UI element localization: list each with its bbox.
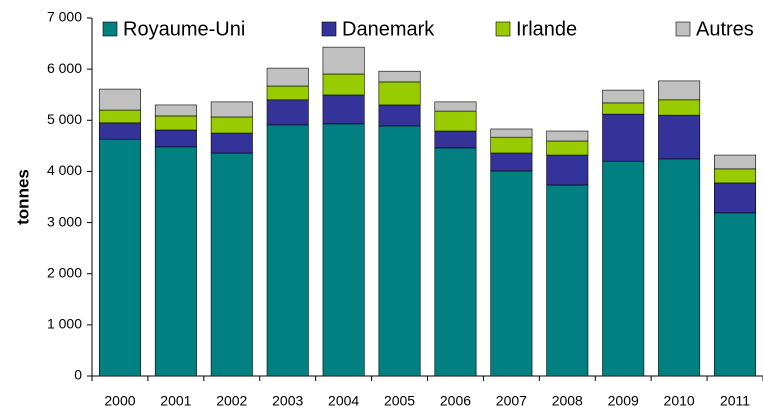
y-tick-label: 1 000 xyxy=(47,316,82,332)
bar-segment xyxy=(490,152,533,172)
legend-label: Danemark xyxy=(342,18,435,40)
bar-segment xyxy=(378,125,421,377)
bar-segment xyxy=(154,146,197,377)
x-tick-label: 2009 xyxy=(608,393,639,409)
bar-segment xyxy=(658,158,701,377)
y-tick-label: 5 000 xyxy=(47,111,82,127)
legend-swatch xyxy=(675,21,691,37)
x-tick-label: 2006 xyxy=(440,393,471,409)
bar-segment xyxy=(546,130,589,142)
bar-segment xyxy=(658,99,701,116)
legend-swatch xyxy=(495,21,511,37)
bar-segment xyxy=(98,88,141,111)
y-tick-label: 4 000 xyxy=(47,162,82,178)
bar-segment xyxy=(434,147,477,377)
bar-segment xyxy=(546,184,589,377)
x-tick-label: 2011 xyxy=(720,393,750,409)
bar-segment xyxy=(714,168,757,184)
bar-segment xyxy=(490,170,533,377)
bar-segment xyxy=(378,81,421,106)
y-axis-title: tonnes xyxy=(13,169,32,225)
y-tick-label: 7 000 xyxy=(47,9,82,25)
bar-segment xyxy=(602,160,645,377)
bar-segment xyxy=(602,113,645,162)
bar-segment xyxy=(154,129,197,148)
x-tick-label: 2003 xyxy=(272,393,303,409)
bar-segment xyxy=(154,115,197,131)
bar-segment xyxy=(546,140,589,156)
bar-segment xyxy=(322,46,365,75)
x-tick-label: 2005 xyxy=(384,393,415,409)
legend-swatch xyxy=(102,21,118,37)
bar-segment xyxy=(434,101,477,112)
x-tick-label: 2002 xyxy=(216,393,247,409)
bar-segment xyxy=(210,101,253,118)
bar-segment xyxy=(714,212,757,377)
bar-segment xyxy=(378,104,421,127)
bar-segment xyxy=(490,128,533,138)
y-tick-label: 2 000 xyxy=(47,264,82,280)
bar-segment xyxy=(266,67,309,87)
bar-segment xyxy=(266,124,309,377)
bar-segment xyxy=(714,182,757,214)
bar-segment xyxy=(210,132,253,154)
bar-segment xyxy=(210,152,253,377)
bar-segment xyxy=(434,130,477,149)
bar-segment xyxy=(602,102,645,115)
bar-segment xyxy=(322,73,365,96)
bar-segment xyxy=(546,154,589,186)
x-tick-label: 2007 xyxy=(496,393,527,409)
bar-segment xyxy=(266,85,309,101)
bar-segment xyxy=(490,136,533,154)
y-tick-label: 0 xyxy=(74,367,82,383)
bar-segment xyxy=(98,122,141,140)
bar-segment xyxy=(266,99,309,126)
bar-segment xyxy=(378,70,421,83)
bar-segment xyxy=(322,123,365,377)
y-tick-label: 3 000 xyxy=(47,213,82,229)
legend-label: Royaume-Uni xyxy=(123,18,245,40)
bar-segment xyxy=(154,104,197,117)
bar-segment xyxy=(714,154,757,170)
bar-segment xyxy=(98,109,141,124)
bar-segment xyxy=(210,116,253,134)
legend-label: Irlande xyxy=(516,18,577,40)
x-tick-label: 2000 xyxy=(104,393,135,409)
x-tick-label: 2008 xyxy=(552,393,583,409)
bar-segment xyxy=(658,80,701,101)
y-tick-label: 6 000 xyxy=(47,60,82,76)
legend-swatch xyxy=(321,21,337,37)
bar-segment xyxy=(98,138,141,377)
x-tick-label: 2010 xyxy=(664,393,695,409)
bar-segment xyxy=(322,94,365,125)
bar-segment xyxy=(602,89,645,104)
legend-label: Autres xyxy=(696,18,754,40)
x-tick-label: 2004 xyxy=(328,393,359,409)
x-tick-label: 2001 xyxy=(160,393,191,409)
bar-segment xyxy=(658,114,701,160)
bar-segment xyxy=(434,110,477,132)
